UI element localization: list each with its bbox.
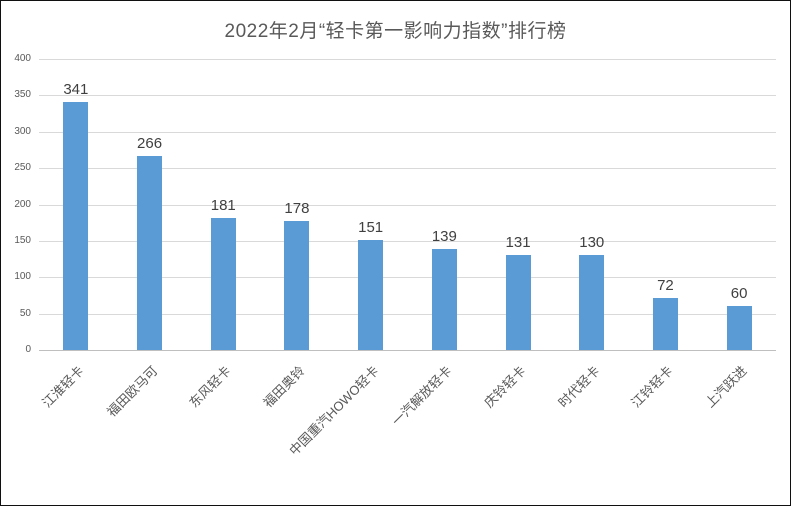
bar-value-label: 181 — [210, 197, 236, 215]
gridline — [39, 131, 776, 133]
y-axis-tick-label: 250 — [14, 162, 31, 174]
y-axis-tick-label: 100 — [14, 271, 31, 283]
bar — [505, 254, 531, 350]
bar — [431, 248, 457, 350]
y-axis-tick-label: 150 — [14, 234, 31, 246]
bar-value-label: 341 — [63, 80, 89, 98]
y-axis-tick-label: 50 — [19, 307, 31, 319]
gridline — [39, 313, 776, 315]
y-axis-tick-label: 300 — [14, 125, 31, 137]
bar-value-label: 131 — [505, 233, 531, 251]
bar — [726, 306, 752, 350]
x-axis-category-label: 福田欧马可 — [103, 363, 161, 420]
x-axis-category-label: 时代轻卡 — [554, 363, 603, 411]
gridline — [39, 277, 776, 279]
gridline — [39, 95, 776, 97]
bar-value-label: 60 — [730, 285, 748, 303]
bar — [579, 255, 605, 350]
x-axis-category-label: 一汽解放轻卡 — [389, 363, 455, 429]
x-axis-line — [39, 350, 776, 351]
x-axis-category-label: 江铃轻卡 — [628, 363, 677, 411]
y-axis-tick-label: 350 — [14, 89, 31, 101]
x-axis-category-label: 东风轻卡 — [186, 363, 234, 411]
bar-value-label: 178 — [284, 199, 310, 217]
bar — [284, 220, 310, 350]
gridline — [39, 168, 776, 170]
bar-value-label: 266 — [137, 135, 163, 153]
x-axis-category-label: 庆铃轻卡 — [481, 363, 529, 411]
bar — [652, 297, 678, 350]
bar — [137, 156, 163, 350]
y-axis-tick-label: 200 — [14, 198, 31, 210]
bar — [63, 101, 89, 350]
bar-value-label: 130 — [579, 234, 605, 252]
y-axis-tick-label: 0 — [25, 344, 31, 355]
bar-value-label: 151 — [358, 219, 384, 237]
gridline — [39, 240, 776, 242]
bar-value-label: 139 — [431, 227, 457, 245]
chart-title: 2022年2月“轻卡第一影响力指数”排行榜 — [224, 21, 567, 42]
bar-value-label: 72 — [657, 276, 674, 294]
x-axis-category-label: 中国重汽HOWO轻卡 — [285, 363, 382, 459]
y-axis-tick-label: 400 — [14, 53, 31, 64]
x-axis-category-label: 上汽跃进 — [702, 363, 750, 411]
gridline — [39, 204, 776, 206]
bar — [210, 218, 236, 350]
gridline — [39, 59, 776, 60]
x-axis-category-label: 福田奥铃 — [260, 363, 308, 411]
bar — [358, 240, 384, 350]
